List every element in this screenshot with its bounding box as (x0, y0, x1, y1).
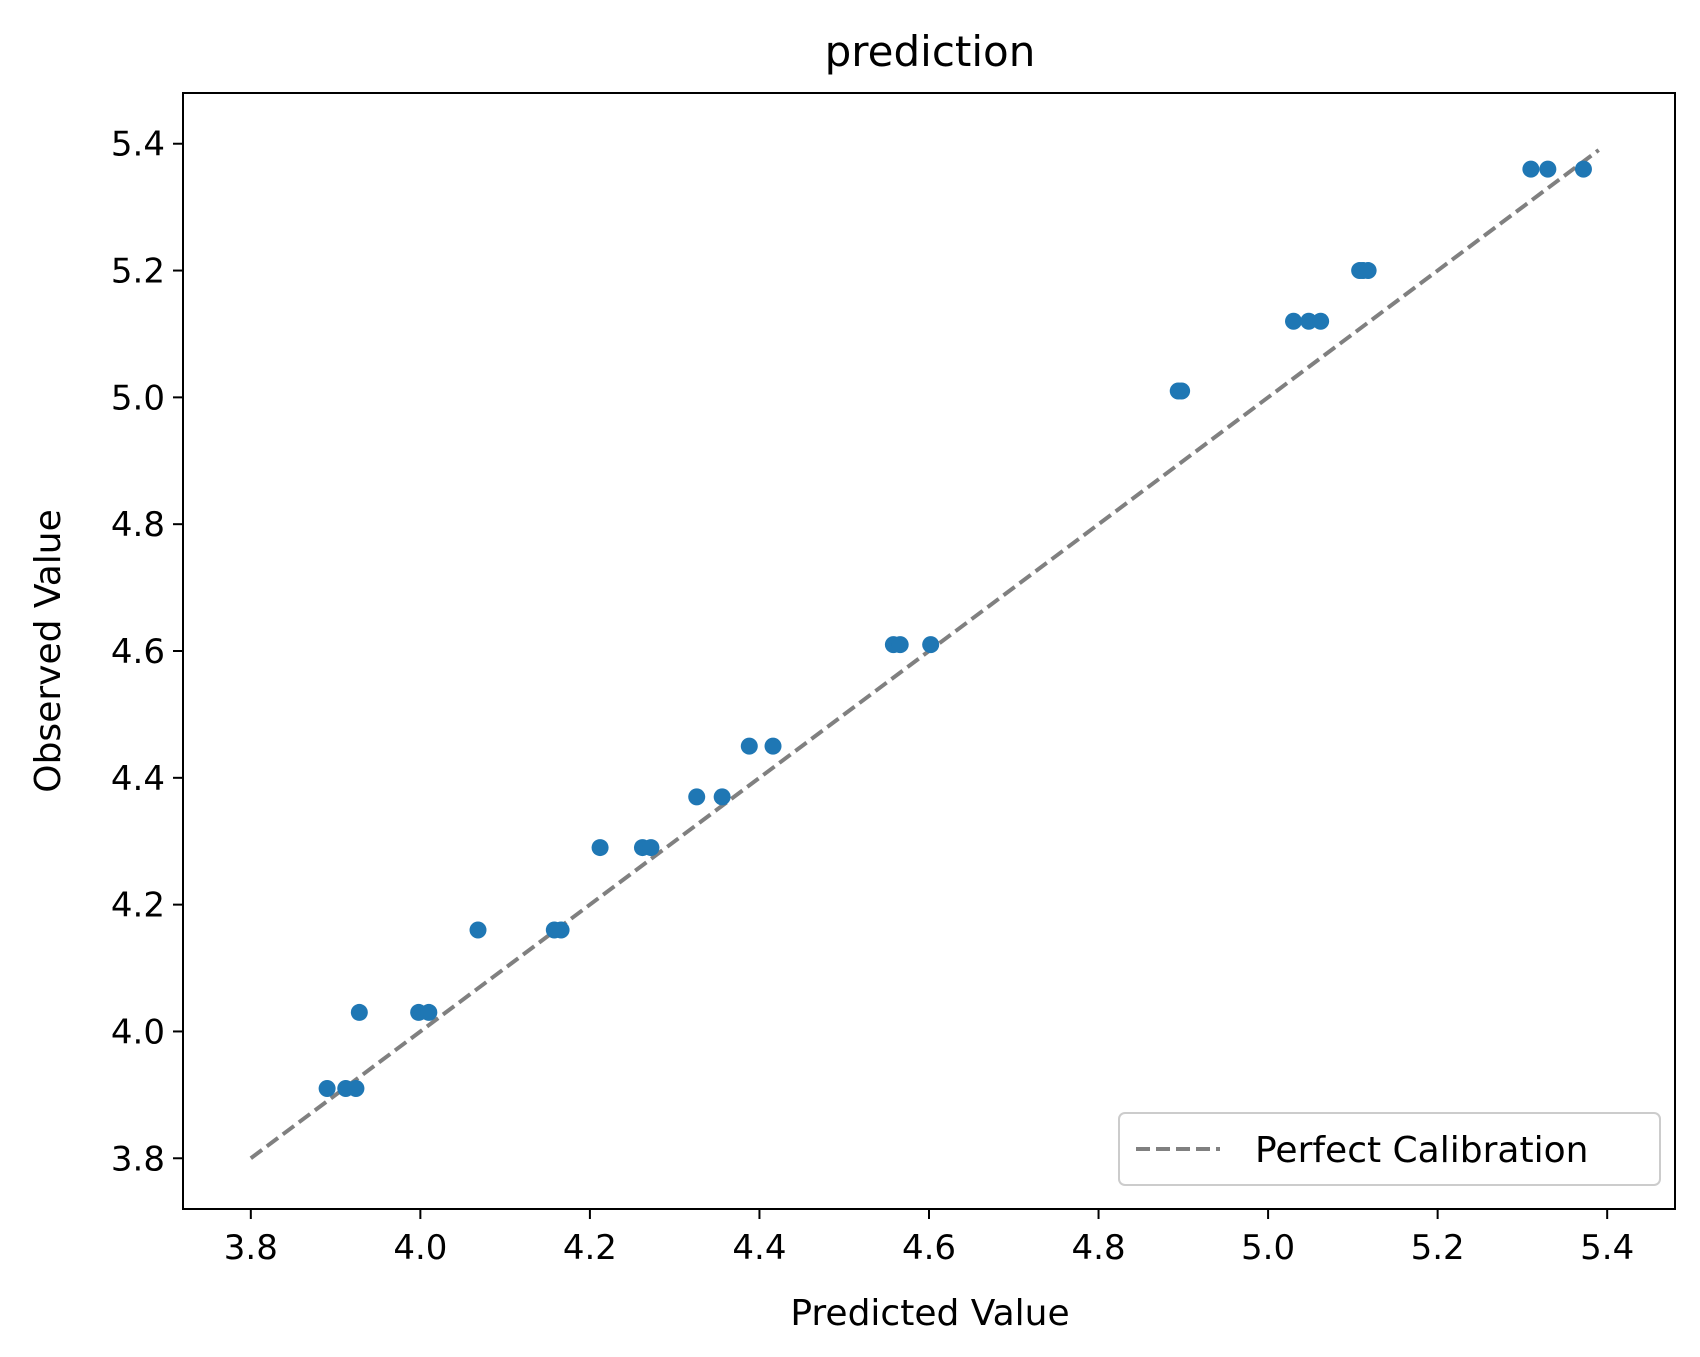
chart-title: prediction (825, 27, 1036, 76)
scatter-point (469, 921, 487, 939)
x-tick-label: 4.2 (563, 1228, 617, 1268)
x-tick-label: 4.0 (393, 1228, 447, 1268)
plot-content (249, 148, 1600, 1160)
scatter-point (1539, 160, 1557, 178)
y-tick-label: 5.0 (111, 378, 165, 418)
x-tick-label: 4.4 (732, 1228, 786, 1268)
scatter-point (1522, 160, 1540, 178)
x-tick-label: 3.8 (224, 1228, 278, 1268)
y-tick-label: 3.8 (111, 1139, 165, 1179)
y-tick-label: 4.2 (111, 886, 165, 926)
scatter-point (642, 839, 660, 857)
scatter-point (347, 1080, 365, 1098)
y-tick-label: 4.6 (111, 632, 165, 672)
scatter-point (350, 1003, 368, 1021)
x-tick-label: 5.2 (1411, 1228, 1465, 1268)
scatter-point (764, 737, 782, 755)
legend: Perfect Calibration (1118, 1112, 1661, 1186)
scatter-point (591, 839, 609, 857)
x-tick-label: 5.4 (1580, 1228, 1634, 1268)
y-tick-label: 4.0 (111, 1012, 165, 1052)
scatter-point (1173, 382, 1191, 400)
y-tick-label: 4.8 (111, 505, 165, 545)
scatter-point (420, 1003, 438, 1021)
scatter-point (1300, 312, 1318, 330)
y-tick-label: 4.4 (111, 759, 165, 799)
scatter-point (891, 636, 909, 654)
scatter-point (1574, 160, 1592, 178)
scatter-point (1285, 312, 1303, 330)
x-tick-label: 4.8 (1072, 1228, 1126, 1268)
y-axis: 3.8 4.0 4.2 4.4 4.6 4.8 5.0 5.2 5.4 (111, 125, 183, 1179)
scatter-point (318, 1080, 336, 1098)
x-tick-label: 4.6 (902, 1228, 956, 1268)
y-tick-label: 5.2 (111, 252, 165, 292)
x-axis-label: Predicted Value (790, 1293, 1069, 1334)
scatter-point (1312, 312, 1330, 330)
x-axis: 3.8 4.0 4.2 4.4 4.6 4.8 5.0 5.2 5.4 (224, 1209, 1634, 1268)
scatter-point (713, 788, 731, 806)
y-axis-label: Observed Value (28, 509, 69, 793)
y-tick-label: 5.4 (111, 125, 165, 165)
x-tick-label: 5.0 (1241, 1228, 1295, 1268)
scatter-point (552, 921, 570, 939)
scatter-point (922, 636, 940, 654)
perfect-calibration-line (249, 148, 1600, 1160)
scatter-point (1359, 262, 1377, 280)
scatter-point (688, 788, 706, 806)
legend-box (1118, 1112, 1661, 1186)
legend-label: Perfect Calibration (1255, 1130, 1588, 1171)
scatter-point (740, 737, 758, 755)
